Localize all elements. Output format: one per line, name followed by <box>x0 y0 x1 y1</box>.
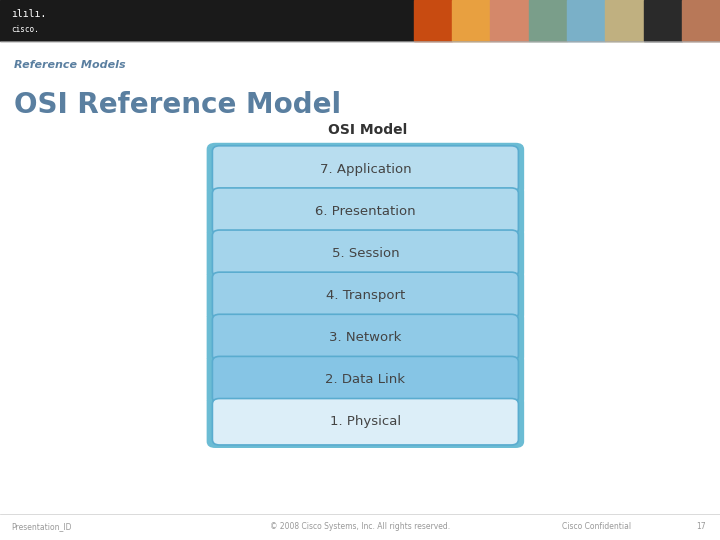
Text: OSI Reference Model: OSI Reference Model <box>14 91 341 119</box>
FancyBboxPatch shape <box>212 399 518 445</box>
FancyBboxPatch shape <box>212 188 518 234</box>
Text: 2. Data Link: 2. Data Link <box>325 373 405 386</box>
Text: © 2008 Cisco Systems, Inc. All rights reserved.: © 2008 Cisco Systems, Inc. All rights re… <box>270 522 450 531</box>
Bar <box>644 0 682 40</box>
FancyBboxPatch shape <box>212 230 518 276</box>
FancyBboxPatch shape <box>207 269 524 322</box>
Text: 17: 17 <box>696 522 706 531</box>
FancyBboxPatch shape <box>207 227 524 280</box>
FancyBboxPatch shape <box>207 311 524 364</box>
Bar <box>682 0 720 40</box>
Bar <box>490 0 528 40</box>
Bar <box>528 0 567 40</box>
Text: 4. Transport: 4. Transport <box>325 289 405 302</box>
Text: OSI Model: OSI Model <box>328 123 407 137</box>
FancyBboxPatch shape <box>212 314 518 361</box>
FancyBboxPatch shape <box>207 185 524 238</box>
Bar <box>606 0 644 40</box>
Text: Presentation_ID: Presentation_ID <box>11 522 71 531</box>
Bar <box>0 0 720 40</box>
FancyBboxPatch shape <box>212 146 518 192</box>
Text: 1. Physical: 1. Physical <box>330 415 401 428</box>
Bar <box>567 0 606 40</box>
Text: ılılı.: ılılı. <box>12 9 47 19</box>
FancyBboxPatch shape <box>207 143 524 195</box>
Bar <box>414 0 452 40</box>
Bar <box>452 0 490 40</box>
FancyBboxPatch shape <box>212 356 518 403</box>
Text: 5. Session: 5. Session <box>332 247 399 260</box>
Text: Cisco Confidential: Cisco Confidential <box>562 522 631 531</box>
Text: 3. Network: 3. Network <box>329 331 402 344</box>
Text: cisco.: cisco. <box>12 25 40 33</box>
Text: 7. Application: 7. Application <box>320 163 411 176</box>
FancyBboxPatch shape <box>207 395 524 448</box>
Text: Reference Models: Reference Models <box>14 60 126 70</box>
FancyBboxPatch shape <box>207 353 524 406</box>
Text: 6. Presentation: 6. Presentation <box>315 205 415 218</box>
FancyBboxPatch shape <box>212 272 518 319</box>
